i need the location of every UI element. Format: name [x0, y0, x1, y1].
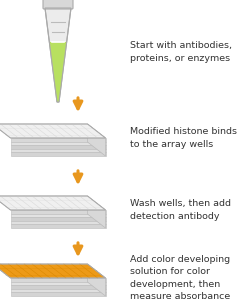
Polygon shape: [10, 217, 106, 221]
Polygon shape: [10, 293, 106, 296]
Polygon shape: [10, 145, 106, 149]
Polygon shape: [10, 224, 106, 228]
Polygon shape: [0, 196, 106, 210]
Polygon shape: [10, 282, 106, 285]
Polygon shape: [10, 152, 106, 156]
Polygon shape: [10, 278, 106, 282]
Polygon shape: [88, 124, 106, 156]
Text: Add color developing
solution for color
development, then
measure absorbance: Add color developing solution for color …: [130, 255, 230, 301]
Polygon shape: [10, 210, 106, 214]
Polygon shape: [88, 264, 106, 296]
FancyBboxPatch shape: [43, 0, 73, 9]
Polygon shape: [88, 196, 106, 228]
Polygon shape: [49, 42, 67, 102]
Polygon shape: [10, 214, 106, 217]
Polygon shape: [10, 289, 106, 293]
Text: Wash wells, then add
detection antibody: Wash wells, then add detection antibody: [130, 199, 231, 221]
Text: Modified histone binds
to the array wells: Modified histone binds to the array well…: [130, 127, 237, 149]
Polygon shape: [10, 138, 106, 142]
Polygon shape: [0, 124, 106, 138]
Polygon shape: [10, 142, 106, 145]
Text: Start with antibodies,
proteins, or enzymes: Start with antibodies, proteins, or enzy…: [130, 41, 232, 63]
Polygon shape: [10, 221, 106, 224]
Polygon shape: [45, 8, 71, 102]
Polygon shape: [10, 285, 106, 289]
Polygon shape: [10, 149, 106, 152]
Polygon shape: [0, 264, 106, 278]
